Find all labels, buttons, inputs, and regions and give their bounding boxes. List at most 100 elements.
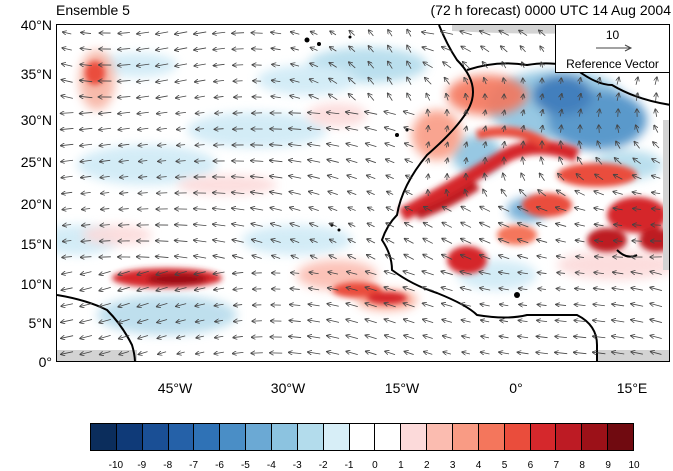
wind-vector xyxy=(196,352,205,354)
wind-vector xyxy=(215,96,224,97)
wind-vector xyxy=(156,32,169,34)
wind-vector xyxy=(480,207,491,212)
wind-vector xyxy=(119,209,129,210)
wind-vector xyxy=(538,272,547,273)
wind-vector xyxy=(118,96,131,97)
colorbar-label: -6 xyxy=(215,460,224,471)
wind-vector xyxy=(330,31,337,35)
wind-vector xyxy=(194,32,207,34)
wind-vector xyxy=(327,304,339,307)
wind-vector xyxy=(386,175,394,178)
wind-vector xyxy=(327,112,340,114)
wind-vector xyxy=(388,61,393,69)
wind-vector xyxy=(61,288,73,290)
wind-vector xyxy=(428,126,429,133)
wind-vector xyxy=(194,209,207,210)
wind-vector xyxy=(461,239,472,244)
lat-label-35n: 35°N xyxy=(20,66,52,82)
wind-vector xyxy=(368,208,375,211)
colorbar-label: -4 xyxy=(266,460,276,471)
wind-vector xyxy=(251,224,263,227)
colorbar-segment xyxy=(401,424,428,450)
wind-vector xyxy=(503,126,505,132)
wind-vector xyxy=(612,288,624,290)
wind-vector xyxy=(367,255,376,260)
wind-vector xyxy=(503,173,505,181)
wind-vector xyxy=(271,32,282,34)
wind-vector xyxy=(327,160,339,163)
wind-vector xyxy=(157,112,168,113)
wind-vector xyxy=(404,239,414,244)
wind-vector xyxy=(404,111,415,116)
wind-vector xyxy=(233,256,244,259)
wind-vector xyxy=(62,208,72,209)
wind-vector xyxy=(366,159,376,164)
wind-vector xyxy=(348,207,356,210)
wind-vector xyxy=(594,224,604,226)
colorbar-label: 3 xyxy=(449,460,456,471)
wind-vector xyxy=(308,144,321,146)
wind-vector xyxy=(485,110,486,116)
wind-vector xyxy=(118,80,131,81)
wind-vector xyxy=(156,64,169,66)
colorbar-segment xyxy=(504,424,531,450)
wind-vector xyxy=(99,271,111,274)
wind-vector xyxy=(291,273,300,274)
wind-vector xyxy=(636,93,637,101)
wind-vector xyxy=(561,125,562,133)
wind-vector xyxy=(407,45,412,53)
wind-vector xyxy=(347,159,358,163)
wind-vector xyxy=(194,48,207,50)
wind-vector xyxy=(461,207,471,212)
wind-vector xyxy=(484,126,485,132)
colorbar-label: -7 xyxy=(189,460,199,471)
wind-vector xyxy=(462,352,470,354)
colorbar-segment xyxy=(582,424,609,450)
wind-vector xyxy=(195,80,206,82)
wind-vector xyxy=(80,96,93,97)
wind-vector xyxy=(349,31,355,36)
wind-vector xyxy=(233,288,243,289)
wind-vector xyxy=(176,161,186,162)
wind-vector xyxy=(232,177,245,178)
wind-vector xyxy=(443,207,452,212)
wind-vector xyxy=(368,78,375,85)
wind-vector xyxy=(613,192,623,195)
wind-vector xyxy=(441,32,454,35)
wind-vector xyxy=(61,128,74,129)
wind-vector xyxy=(539,30,546,36)
wind-vector xyxy=(556,207,567,212)
wind-vector xyxy=(579,94,581,101)
wind-vector xyxy=(593,304,605,305)
wind-vector xyxy=(613,257,623,258)
wind-vector xyxy=(194,240,207,242)
wind-vector xyxy=(556,304,567,305)
colorbar-label: 7 xyxy=(553,460,560,471)
wind-vector xyxy=(80,288,92,291)
wind-vector xyxy=(194,256,207,258)
wind-vector xyxy=(485,158,486,165)
wind-vector xyxy=(270,160,283,161)
wind-vector xyxy=(612,336,625,338)
wind-vector xyxy=(80,352,92,355)
wind-vector xyxy=(308,304,320,306)
wind-vector xyxy=(139,160,148,161)
wind-vector xyxy=(597,141,600,149)
wind-vector xyxy=(594,288,605,289)
wind-vector xyxy=(232,224,245,226)
wind-vector xyxy=(407,30,412,37)
wind-vector xyxy=(385,127,396,132)
wind-vector xyxy=(499,207,510,212)
wind-vector xyxy=(291,256,299,259)
wind-vector xyxy=(523,142,524,149)
lat-label-30n: 30°N xyxy=(20,112,52,128)
lat-label-0: 0° xyxy=(38,354,52,370)
wind-vector xyxy=(541,94,542,100)
wind-vector xyxy=(214,304,224,306)
wind-vector xyxy=(386,223,395,228)
wind-vector xyxy=(327,128,340,130)
wind-vector xyxy=(62,192,73,193)
wind-vector xyxy=(617,77,619,85)
colorbar-label: -5 xyxy=(240,460,250,471)
colorbar-segment xyxy=(556,424,583,450)
